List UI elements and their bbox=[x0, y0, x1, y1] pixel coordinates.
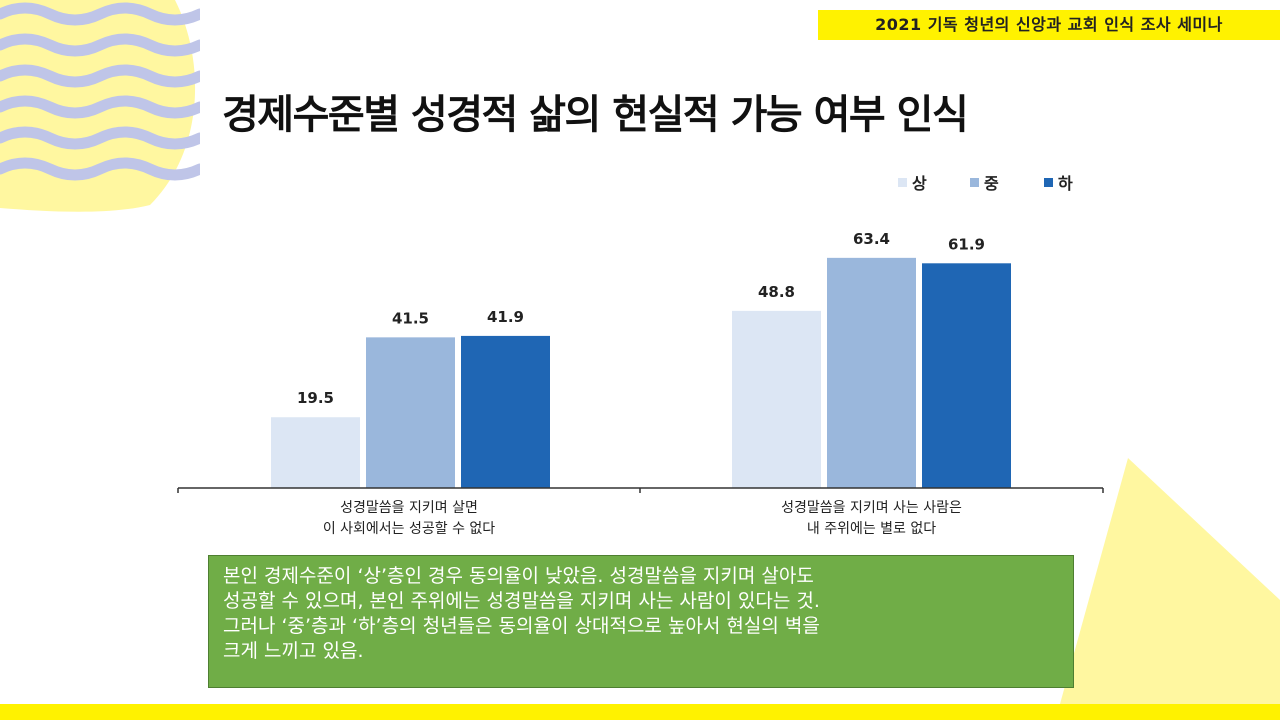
bar-중-1 bbox=[366, 337, 455, 488]
legend-label: 하 bbox=[1058, 174, 1073, 193]
summary-box: 본인 경제수준이 ‘상’층인 경우 동의율이 낮았음. 성경말씀을 지키며 살아… bbox=[208, 555, 1074, 688]
summary-line: 그러나 ‘중’층과 ‘하’층의 청년들은 동의율이 상대적으로 높아서 현실의 … bbox=[223, 615, 820, 637]
data-label: 19.5 bbox=[297, 389, 334, 407]
x-tick-label: 성경말씀을 지키며 살면 bbox=[340, 500, 478, 516]
x-tick-label: 이 사회에서는 성공할 수 없다 bbox=[323, 521, 495, 537]
legend-label: 상 bbox=[912, 174, 927, 193]
data-label: 41.5 bbox=[392, 309, 429, 327]
bar-하-1 bbox=[461, 335, 550, 488]
legend-label: 중 bbox=[984, 174, 999, 193]
legend-swatch-하 bbox=[1044, 178, 1053, 187]
bottom-accent-bar bbox=[0, 704, 1280, 720]
bar-상-1 bbox=[271, 417, 360, 488]
data-label: 61.9 bbox=[948, 235, 985, 253]
slide-title: 경제수준별 성경적 삶의 현실적 가능 여부 인식 bbox=[222, 92, 969, 138]
summary-line: 본인 경제수준이 ‘상’층인 경우 동의율이 낮았음. 성경말씀을 지키며 살아… bbox=[223, 565, 814, 587]
bar-chart: 19.5 48.8 41.5 63.4 41.9 61.9 성경말씀을 지키며 살면이 사회… bbox=[177, 174, 1104, 537]
data-label: 41.9 bbox=[487, 308, 524, 326]
wave-decoration bbox=[0, 0, 200, 212]
summary-line: 크게 느끼고 있음. bbox=[223, 640, 364, 662]
data-label: 48.8 bbox=[758, 283, 795, 301]
legend-swatch-중 bbox=[970, 178, 979, 187]
x-tick-label: 성경말씀을 지키며 사는 사람은 bbox=[781, 500, 962, 516]
bar-중-2 bbox=[827, 257, 916, 488]
x-tick-label: 내 주위에는 별로 없다 bbox=[807, 521, 936, 537]
legend-swatch-상 bbox=[898, 178, 907, 187]
data-label: 63.4 bbox=[853, 230, 890, 248]
bar-상-2 bbox=[732, 310, 821, 488]
summary-line: 성공할 수 있으며, 본인 주위에는 성경말씀을 지키며 사는 사람이 있다는 … bbox=[223, 590, 820, 612]
seminar-banner: 2021 기독 청년의 신앙과 교회 인식 조사 세미나 bbox=[818, 10, 1280, 40]
bar-하-2 bbox=[922, 263, 1011, 488]
